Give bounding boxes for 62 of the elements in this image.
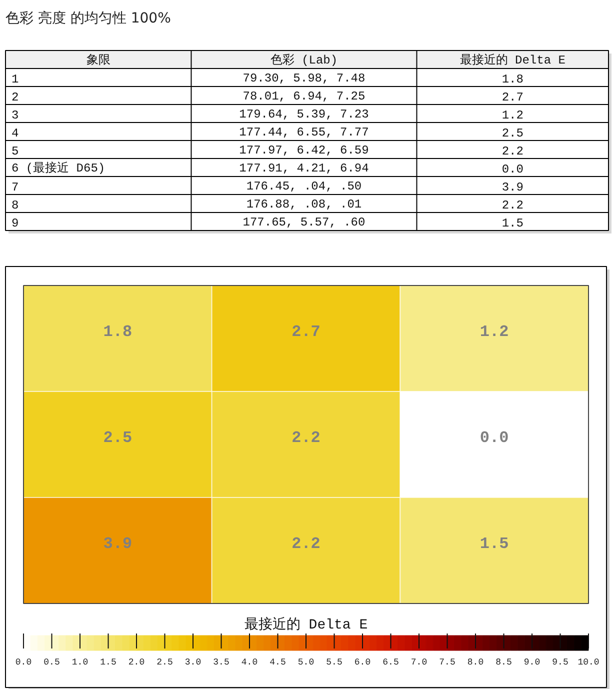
text: 5 <box>12 144 19 158</box>
color-bar-label: 4.5 <box>270 658 286 668</box>
text: 177.44, 6.55, 7.77 <box>239 126 369 140</box>
text: 179.64, 5.39, 7.23 <box>239 108 369 122</box>
data-label: 2.7 <box>292 323 320 341</box>
color-bar-label: 6.5 <box>382 658 399 668</box>
data-label: 1.8 <box>103 323 132 341</box>
color-bar-label: 1.0 <box>72 658 88 668</box>
text: 2.2 <box>502 144 524 158</box>
text: 2.5 <box>502 126 524 140</box>
text: 2 <box>12 90 19 104</box>
category-label: 象限 <box>86 54 110 68</box>
color-bar-label: 3.5 <box>213 658 230 668</box>
text: 177.65, 5.57, .60 <box>242 216 366 230</box>
color-bar-label: 10.0 <box>578 658 600 668</box>
text: 2.2 <box>502 198 524 212</box>
text: 6 (最接近 D65) <box>12 162 106 176</box>
text: 3.9 <box>502 180 524 194</box>
text: 176.45, .04, .50 <box>246 180 362 194</box>
color-bar-label: 3.0 <box>184 658 202 668</box>
text: 8 <box>12 198 19 212</box>
data-label: 2.2 <box>292 535 320 553</box>
color-bar-label: 5.0 <box>298 658 314 668</box>
color-bar-label: 7.5 <box>439 658 456 668</box>
color-bar-label: 2.0 <box>128 658 145 668</box>
data-label: 2.2 <box>292 429 320 447</box>
text: 79.30, 5.98, 7.48 <box>242 72 366 86</box>
text: 1 <box>12 72 19 86</box>
text: 3 <box>12 108 19 122</box>
color-bar-label: 7.0 <box>410 658 428 668</box>
data-label: 0.0 <box>480 429 509 447</box>
color-bar-label: 5.5 <box>326 658 342 668</box>
category-label: 最接近的 Delta E <box>460 52 566 68</box>
text: 1.5 <box>502 216 524 230</box>
data-label: 3.9 <box>103 535 132 553</box>
color-bar-label: 9.5 <box>552 658 568 668</box>
color-bar-label: 2.5 <box>156 658 173 668</box>
text: 4 <box>12 126 19 140</box>
color-bar-title: 最接近的 Delta E <box>244 616 368 634</box>
color-bar-label: 6.0 <box>354 658 371 668</box>
color-bar-label: 8.5 <box>496 658 512 668</box>
text: 0.0 <box>502 162 524 176</box>
text: 177.91, 4.21, 6.94 <box>239 162 369 176</box>
color-bar-label: 8.0 <box>467 658 484 668</box>
data-label: 2.5 <box>103 429 132 447</box>
text: 177.97, 6.42, 6.59 <box>239 144 369 158</box>
text: 2.7 <box>502 90 524 104</box>
text: 9 <box>12 216 19 230</box>
data-label: 1.2 <box>480 323 509 341</box>
data-label: 1.5 <box>480 535 509 553</box>
text: 1.2 <box>502 108 524 122</box>
color-bar-label: 9.0 <box>524 658 540 668</box>
color-bar-label: 4.0 <box>241 658 258 668</box>
text: 1.8 <box>502 72 524 86</box>
category-label: 色彩 (Lab) <box>270 54 338 68</box>
text: 78.01, 6.94, 7.25 <box>242 90 366 104</box>
text: 176.88, .08, .01 <box>246 198 362 212</box>
color-bar-label: 0.0 <box>15 658 32 668</box>
text: 色彩 亮度 的均匀性 100% <box>6 10 171 26</box>
text: 7 <box>12 180 19 194</box>
color-bar-label: 0.5 <box>44 658 60 668</box>
color-bar-label: 1.5 <box>100 658 116 668</box>
